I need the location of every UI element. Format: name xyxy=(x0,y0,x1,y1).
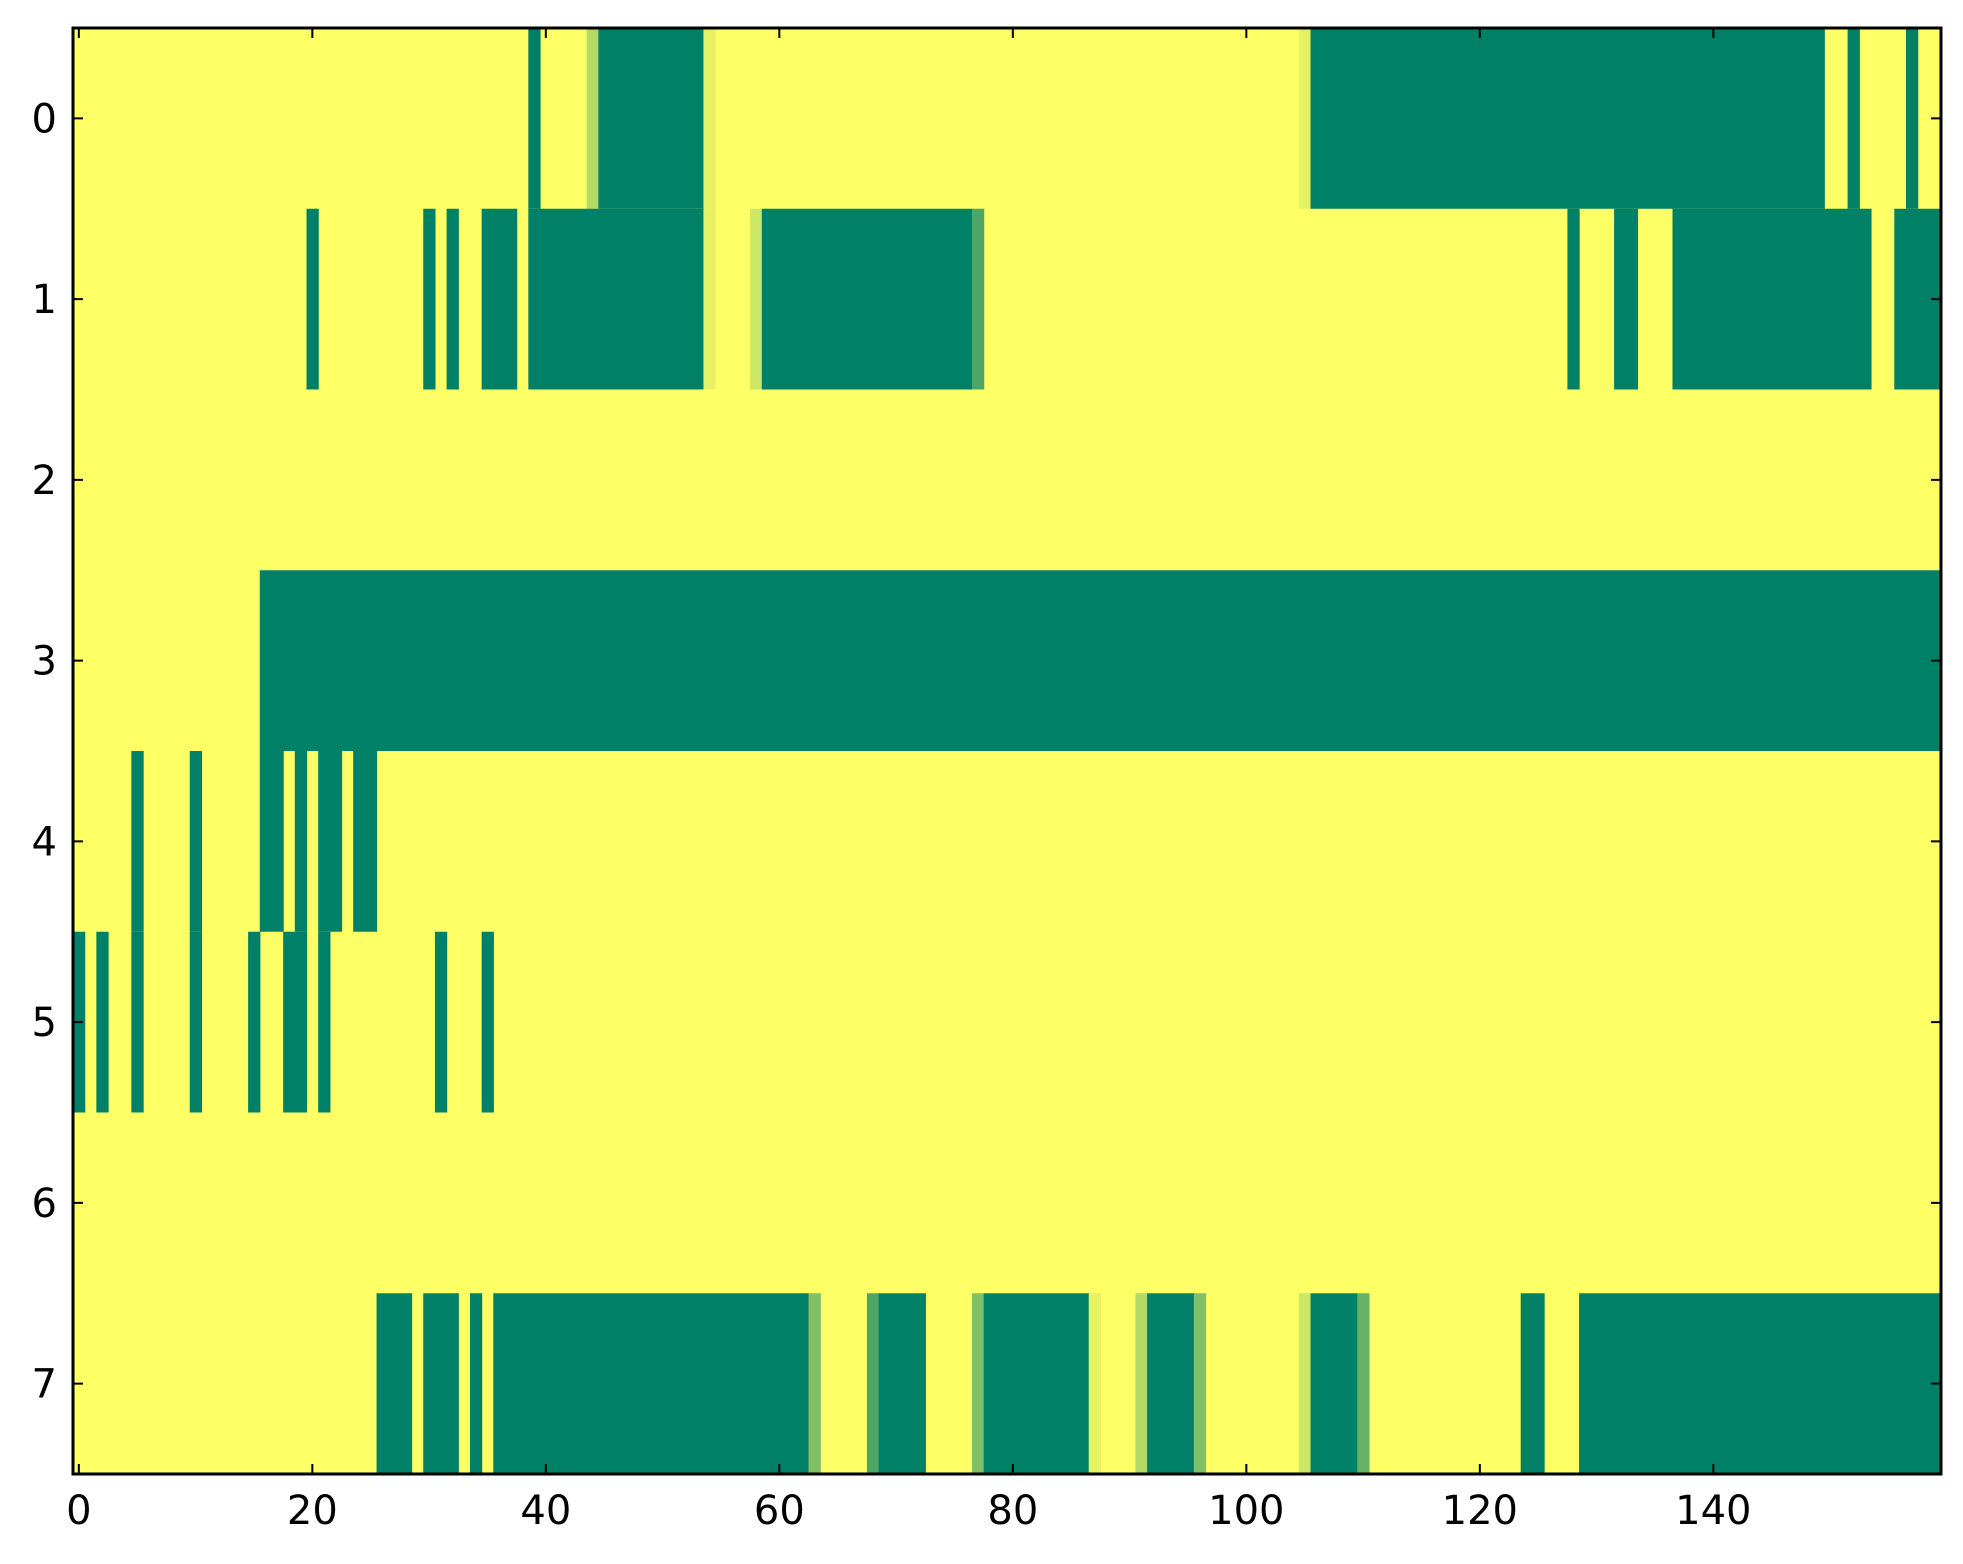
heatmap-cell xyxy=(598,28,705,209)
y-tick-label: 4 xyxy=(32,819,57,865)
x-tick-label: 60 xyxy=(754,1488,805,1534)
heatmap-cell xyxy=(1672,208,1872,390)
heatmap-cell xyxy=(528,208,705,390)
heatmap-cell xyxy=(1310,1293,1358,1474)
heatmap-cell xyxy=(703,208,716,390)
heatmap-cell xyxy=(283,931,308,1113)
heatmap-cell xyxy=(1905,28,1919,209)
x-tick-label: 120 xyxy=(1442,1488,1518,1534)
heatmap-cell xyxy=(248,931,261,1113)
heatmap-cell xyxy=(1520,1293,1545,1474)
plot-frame xyxy=(71,26,1943,1476)
plot-area xyxy=(73,28,1942,1474)
heatmap-cell xyxy=(750,208,763,390)
heatmap-cell xyxy=(1135,1293,1148,1474)
heatmap-cell xyxy=(131,751,144,932)
y-tick-label: 7 xyxy=(32,1362,57,1408)
heatmap-cell xyxy=(1088,1293,1101,1474)
x-tick-label: 140 xyxy=(1675,1488,1751,1534)
x-axis-tick-labels: 0 20 40 60 80 100 120 140 xyxy=(66,1488,1751,1534)
heatmap-cell xyxy=(318,931,331,1113)
heatmap-cell xyxy=(586,28,599,209)
heatmap-cell xyxy=(1357,1293,1370,1474)
heatmap-cell xyxy=(306,208,319,390)
heatmap-cell xyxy=(1193,1293,1207,1474)
heatmap-cell xyxy=(96,931,109,1113)
x-tick-label: 40 xyxy=(520,1488,571,1534)
heatmap-cell xyxy=(318,751,343,932)
heatmap-cell xyxy=(761,208,973,390)
heatmap-cell xyxy=(259,570,1942,751)
heatmap-cell xyxy=(1614,208,1639,390)
y-tick-label: 1 xyxy=(32,277,57,323)
heatmap-cell xyxy=(1847,28,1860,209)
heatmap-cell xyxy=(446,208,459,390)
heatmap-cell xyxy=(189,931,203,1113)
heatmap-cell xyxy=(1298,1293,1312,1474)
y-tick-label: 0 xyxy=(32,96,57,142)
x-tick-label: 0 xyxy=(66,1488,91,1534)
y-tick-label: 3 xyxy=(32,639,57,685)
heatmap-cell xyxy=(294,751,308,932)
heatmap-cell xyxy=(878,1293,926,1474)
x-tick-label: 20 xyxy=(287,1488,338,1534)
heatmap-cell xyxy=(983,1293,1090,1474)
heatmap-cell xyxy=(971,1293,985,1474)
heatmap-cell xyxy=(423,208,436,390)
y-axis-tick-labels: 0 1 2 3 4 5 6 7 xyxy=(32,96,57,1407)
heatmap-cell xyxy=(481,931,494,1113)
heatmap-cell xyxy=(259,751,284,932)
heatmap-cell xyxy=(493,1293,810,1474)
heatmap-cell xyxy=(1310,28,1825,209)
y-tick-label: 2 xyxy=(32,458,57,504)
heatmap-cell xyxy=(353,751,378,932)
y-tick-label: 5 xyxy=(32,1000,57,1046)
heatmap-cell xyxy=(131,931,144,1113)
heatmap-cell xyxy=(189,751,203,932)
heatmap-cell xyxy=(423,1293,459,1474)
heatmap-cell xyxy=(808,1293,821,1474)
heatmap-cell xyxy=(1579,1293,1942,1474)
heatmap-cell xyxy=(1567,208,1580,390)
heatmap-cell xyxy=(1147,1293,1195,1474)
heatmap-cell xyxy=(376,1293,413,1474)
heatmap-cell xyxy=(1298,28,1312,209)
x-tick-label: 100 xyxy=(1208,1488,1284,1534)
x-tick-label: 80 xyxy=(987,1488,1038,1534)
y-tick-label: 6 xyxy=(32,1181,57,1227)
heatmap-cell xyxy=(528,28,541,209)
axis-ticks xyxy=(73,28,1941,1474)
heatmap-cell xyxy=(971,208,985,390)
heatmap-cell xyxy=(703,28,716,209)
heatmap-cell xyxy=(434,931,448,1113)
heatmap-cell xyxy=(481,208,518,390)
heatmap-cell xyxy=(469,1293,483,1474)
heatmap-cell xyxy=(866,1293,880,1474)
